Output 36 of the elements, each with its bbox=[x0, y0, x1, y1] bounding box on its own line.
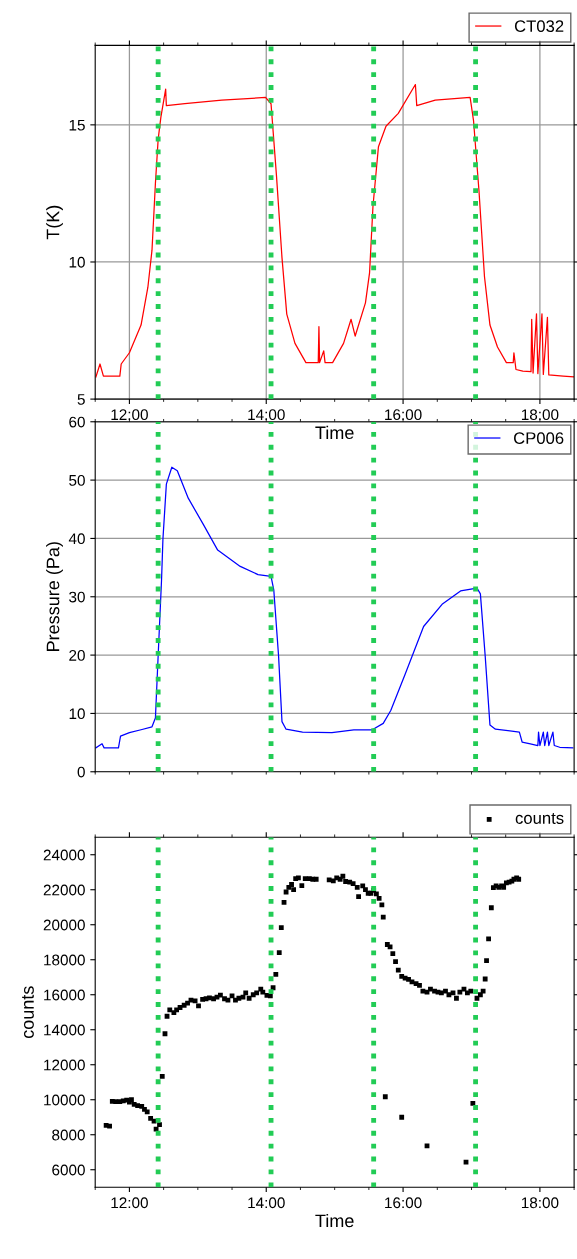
y-tick-label: 12000 bbox=[44, 1059, 85, 1071]
legend-label: CT032 bbox=[514, 20, 564, 33]
x-tick-label: 16:00 bbox=[385, 1197, 422, 1209]
y-axis-title: counts bbox=[22, 986, 34, 1039]
x-axis-title: Time bbox=[315, 1213, 354, 1228]
y-axis-title: Pressure (Pa) bbox=[46, 542, 63, 651]
x-tick-label: 14:00 bbox=[248, 1197, 285, 1209]
y-axis-title: T(K) bbox=[46, 205, 63, 240]
y-tick-label: 8000 bbox=[52, 1129, 85, 1141]
y-tick-label: 14000 bbox=[44, 1024, 85, 1036]
y-tick-label: 24000 bbox=[43, 849, 85, 861]
y-tick-label: 40 bbox=[68, 533, 85, 545]
legend-label: CP006 bbox=[514, 432, 564, 445]
y-tick-label: 0 bbox=[77, 766, 85, 778]
y-tick-label: 30 bbox=[69, 591, 85, 603]
y-tick-label: 6000 bbox=[52, 1164, 85, 1176]
x-tick-label: 12:00 bbox=[111, 1197, 148, 1209]
y-tick-label: 16000 bbox=[44, 989, 85, 1001]
x-tick-label: 12:00 bbox=[111, 409, 148, 421]
y-tick-label: 10 bbox=[69, 708, 85, 720]
y-tick-label: 18000 bbox=[44, 954, 85, 966]
y-tick-label: 10000 bbox=[44, 1094, 85, 1106]
y-tick-label: 15 bbox=[69, 119, 85, 131]
x-tick-label: 14:00 bbox=[248, 409, 285, 421]
x-tick-label: 18:00 bbox=[521, 409, 559, 421]
y-tick-label: 5 bbox=[77, 394, 85, 405]
x-tick-label: 16:00 bbox=[385, 409, 422, 421]
y-tick-label: 20000 bbox=[43, 919, 85, 931]
x-tick-label: 18:00 bbox=[521, 1197, 559, 1209]
y-tick-label: 10 bbox=[69, 256, 85, 268]
y-tick-label: 60 bbox=[69, 416, 85, 428]
y-tick-label: 22000 bbox=[43, 884, 85, 896]
y-tick-label: 20 bbox=[69, 649, 85, 661]
x-axis-title: Time bbox=[315, 425, 354, 440]
legend-label: counts bbox=[515, 813, 564, 824]
y-tick-label: 50 bbox=[69, 474, 85, 486]
